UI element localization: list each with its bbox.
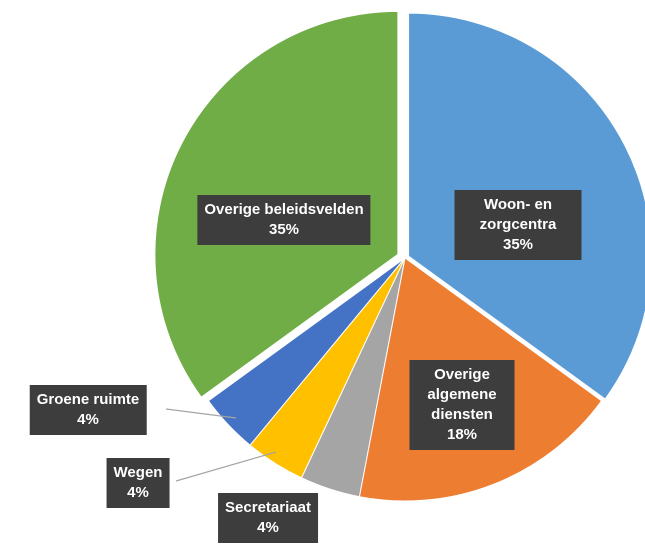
value-label: 4% [77, 411, 99, 428]
category-label: Wegen [113, 464, 163, 481]
data-label: Wegen 4% [106, 458, 170, 508]
leader-line [165, 408, 237, 419]
leader-line [175, 451, 277, 482]
data-label: Groene ruimte 4% [29, 385, 147, 435]
value-label: 35% [268, 221, 300, 238]
category-label: Woon- en zorgcentra [479, 196, 557, 233]
category-label: Overige algemene diensten [427, 366, 497, 423]
data-label: Overige beleidsvelden 35% [197, 195, 371, 245]
category-label: Groene ruimte [36, 391, 140, 408]
data-label: Overige algemene diensten 18% [409, 360, 515, 450]
value-label: 18% [446, 426, 478, 443]
data-label: Woon- en zorgcentra 35% [454, 190, 582, 260]
value-label: 4% [127, 484, 149, 501]
category-label: Overige beleidsvelden [204, 201, 364, 218]
value-label: 4% [257, 519, 279, 536]
category-label: Secretariaat [225, 499, 311, 516]
value-label: 35% [502, 236, 534, 253]
data-label: Secretariaat 4% [218, 493, 318, 543]
